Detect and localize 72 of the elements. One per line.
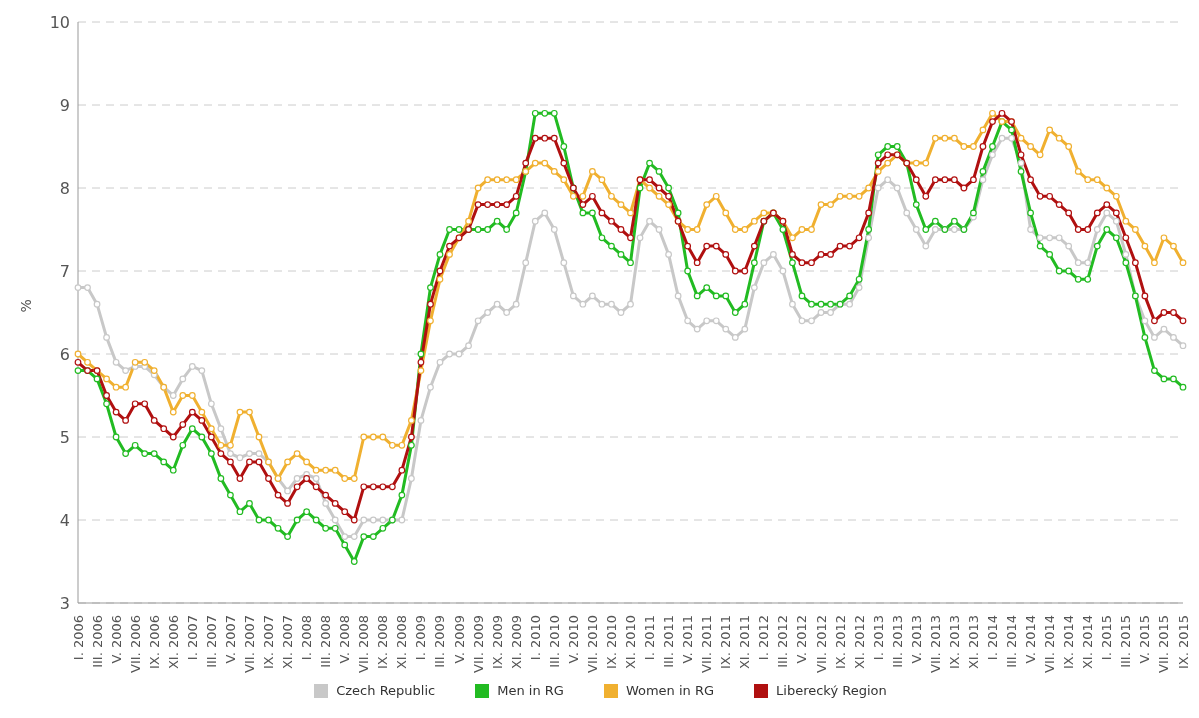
x-tick-label: III. 2014 — [1004, 615, 1020, 668]
x-tick-label: I. 2010 — [527, 615, 543, 661]
x-tick-label: V. 2006 — [108, 615, 124, 664]
x-tick-label: IX. 2006 — [146, 615, 162, 670]
x-tick-label: I. 2013 — [870, 615, 886, 661]
x-tick-label: III. 2008 — [318, 615, 334, 668]
x-tick-label: XI. 2009 — [508, 615, 524, 670]
x-tick-label: I. 2015 — [1099, 615, 1115, 661]
x-tick-label: VII. 2013 — [927, 615, 943, 673]
x-tick-label: IX. 2010 — [603, 615, 619, 670]
x-tick-label: XI. 2011 — [737, 615, 753, 670]
x-tick-label: I. 2007 — [184, 615, 200, 661]
x-tick-label: XI. 2010 — [623, 615, 638, 670]
x-tick-label: IX. 2009 — [489, 615, 505, 670]
x-tick-label: V. 2013 — [908, 615, 924, 664]
x-tick-label: I. 2008 — [299, 615, 315, 661]
x-tick-label: III. 2007 — [203, 615, 219, 668]
x-tick-label: VII. 2009 — [470, 615, 486, 673]
x-tick-label: V. 2011 — [680, 615, 696, 664]
x-tick-label: III. 2012 — [775, 615, 791, 668]
x-tick-label: V. 2008 — [337, 615, 353, 664]
x-tick-label: IX. 2012 — [832, 615, 848, 670]
y-tick-label: 4 — [59, 510, 70, 530]
x-tick-label: V. 2015 — [1137, 615, 1153, 664]
x-tick-label: III. 2006 — [89, 615, 105, 668]
x-tick-label: IX. 2011 — [718, 615, 734, 670]
y-tick-label: 7 — [59, 261, 70, 281]
x-tick-label: I. 2009 — [413, 615, 429, 661]
x-tick-label: V. 2012 — [794, 615, 810, 664]
x-tick-label: VII. 2006 — [127, 615, 143, 673]
y-tick-label: 3 — [59, 593, 70, 613]
x-tick-label: XI. 2007 — [280, 615, 296, 670]
x-tick-label: XI. 2012 — [851, 615, 867, 670]
x-tick-label: VII. 2008 — [356, 615, 372, 673]
x-tick-label: XI. 2014 — [1080, 615, 1096, 670]
x-tick-label: IX. 2007 — [261, 615, 277, 670]
x-tick-label: V. 2010 — [565, 615, 581, 664]
x-tick-label: VII. 2010 — [584, 615, 600, 673]
legend-label: Czech Republic — [336, 683, 436, 698]
y-axis-title: % — [17, 299, 34, 313]
y-tick-label: 10 — [49, 12, 70, 32]
x-tick-label: V. 2014 — [1023, 615, 1039, 664]
x-tick-label: VII. 2014 — [1042, 615, 1058, 673]
x-tick-label: VII. 2011 — [699, 615, 715, 673]
x-tick-label: I. 2006 — [70, 615, 86, 661]
y-tick-label: 8 — [59, 178, 70, 198]
y-tick-label: 9 — [59, 95, 70, 115]
x-tick-label: III. 2013 — [889, 615, 905, 668]
x-tick-label: IX. 2013 — [946, 615, 962, 670]
x-tick-label: I. 2011 — [642, 615, 658, 661]
legend-label: Liberecký Region — [776, 683, 887, 698]
y-tick-label: 6 — [59, 344, 70, 364]
x-tick-label: III. 2011 — [661, 615, 677, 668]
x-tick-label: I. 2014 — [984, 615, 1000, 661]
x-tick-label: XI. 2006 — [165, 615, 181, 670]
legend-label: Women in RG — [625, 683, 715, 698]
x-tick-label: VII. 2007 — [241, 615, 257, 673]
y-tick-label: 5 — [59, 427, 70, 447]
x-tick-label: I. 2012 — [756, 615, 772, 661]
x-tick-label: III. 2015 — [1118, 615, 1134, 668]
x-tick-label: IX. 2014 — [1061, 615, 1077, 670]
legend-label: Men in RG — [497, 683, 564, 698]
x-tick-label: XI. 2013 — [965, 615, 981, 670]
x-tick-label: IX. 2015 — [1175, 615, 1191, 670]
x-tick-label: VII. 2012 — [813, 615, 829, 673]
x-tick-label: V. 2007 — [222, 615, 238, 664]
x-tick-label: III. 2010 — [546, 615, 562, 668]
x-tick-label: VII. 2015 — [1156, 615, 1172, 673]
x-tick-label: V. 2009 — [451, 615, 467, 664]
x-tick-label: XI. 2008 — [394, 615, 410, 670]
x-tick-label: IX. 2008 — [375, 615, 391, 670]
x-tick-label: III. 2009 — [432, 615, 448, 668]
